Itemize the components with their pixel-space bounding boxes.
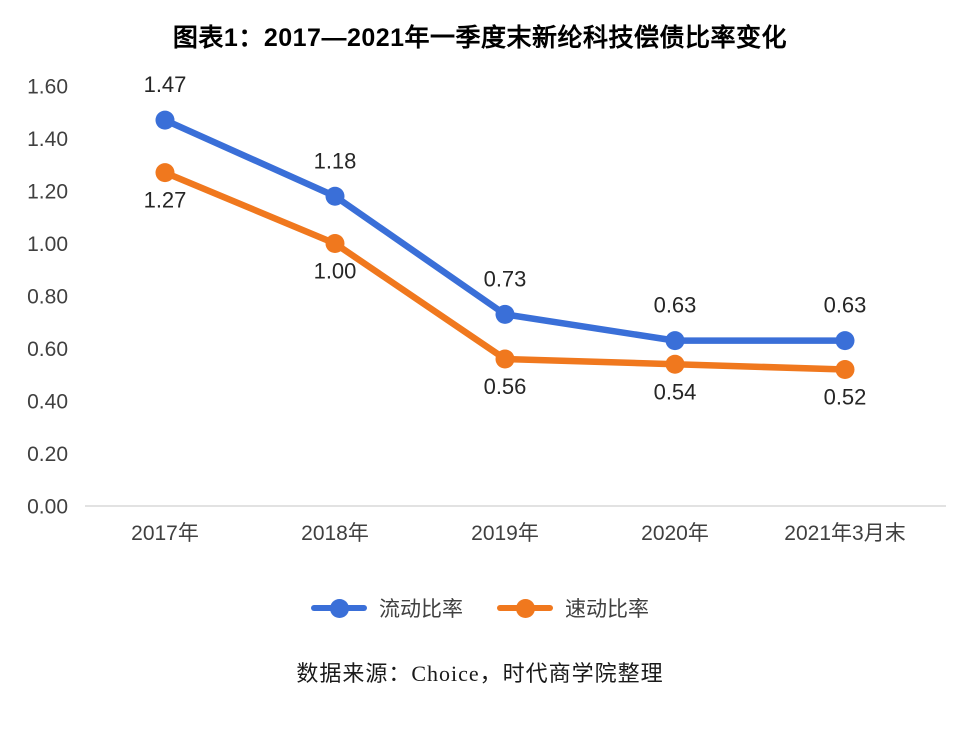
x-axis-tick-label: 2020年 [641,522,709,545]
data-label-1-4: 0.52 [824,385,867,410]
y-axis-tick-label: 0.40 [27,391,68,414]
data-label-1-0: 1.27 [144,188,187,213]
data-point-1-1 [325,234,345,253]
x-axis-tick-label: 2017年 [131,522,199,545]
legend-item-current-ratio: 流动比率 [311,593,463,623]
data-label-0-2: 0.73 [484,266,527,291]
legend-line-marker-icon [311,598,367,618]
x-axis-tick-label: 2018年 [301,522,369,545]
data-label-0-1: 1.18 [314,148,357,173]
legend-dot-icon [329,598,349,618]
legend: 流动比率 速动比率 [0,592,960,624]
chart-title: 图表1：2017—2021年一季度末新纶科技偿债比率变化 [172,24,788,52]
data-point-0-1 [325,186,345,206]
y-axis-tick-label: 1.20 [27,181,68,204]
legend-dot-icon [515,598,535,618]
y-axis-tick-label: 1.40 [27,128,68,151]
y-axis-tick-label: 0.00 [27,496,68,519]
legend-line-marker-icon [497,598,553,618]
legend-label-current-ratio: 流动比率 [379,598,463,621]
y-axis-tick-label: 1.00 [27,233,68,256]
data-point-1-0 [155,163,175,183]
data-point-0-3 [665,331,685,351]
data-label-0-0: 1.47 [144,72,187,97]
data-label-0-4: 0.63 [824,293,867,318]
chart-svg: 0.00 0.20 0.40 0.60 0.80 1.00 1.20 1.40 1.60 2017… [27,72,946,545]
data-label-1-2: 0.56 [484,374,527,399]
data-point-1-3 [665,354,685,374]
x-axis-tick-label: 2019年 [471,522,539,545]
data-label-0-3: 0.63 [654,293,697,318]
data-point-1-4 [835,360,855,379]
y-axis-tick-label: 0.80 [27,286,68,309]
data-point-1-2 [495,349,515,369]
x-axis-tick-label: 2021年3月末 [784,522,905,545]
legend-item-quick-ratio: 速动比率 [497,593,649,623]
data-point-0-2 [495,304,515,324]
data-point-0-0 [155,110,175,130]
y-axis-tick-label: 0.20 [27,443,68,466]
y-axis-tick-label: 1.60 [27,76,68,99]
y-axis-tick-label: 0.60 [27,338,68,361]
data-point-0-4 [835,331,855,351]
data-label-1-3: 0.54 [654,379,697,404]
source-note: 数据来源：Choice，时代商学院整理 [296,661,664,686]
data-label-1-1: 1.00 [314,259,357,284]
chart-content: 0.00 0.20 0.40 0.60 0.80 1.00 1.20 1.40 1.60 2017… [27,72,906,545]
legend-label-quick-ratio: 速动比率 [565,598,649,621]
